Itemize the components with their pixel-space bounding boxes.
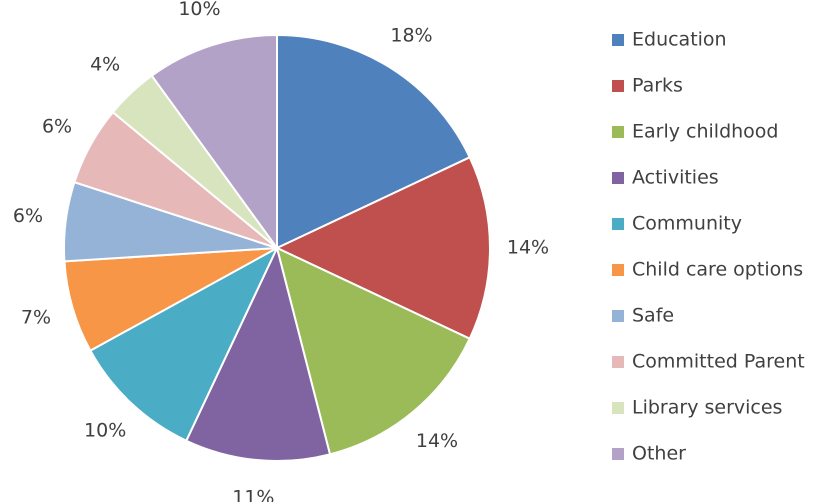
- data-label: 10%: [178, 0, 220, 20]
- legend-swatch: [612, 126, 624, 138]
- data-label: 6%: [13, 205, 43, 227]
- data-label: 14%: [416, 430, 458, 452]
- legend-label: Community: [632, 213, 742, 235]
- pie-slice: [184, 245, 332, 462]
- legend-label: Other: [632, 443, 686, 465]
- legend-swatch: [612, 402, 624, 414]
- data-label: 6%: [42, 116, 72, 138]
- data-label: 7%: [21, 307, 51, 329]
- pie-slice: [276, 33, 472, 250]
- legend-swatch: [612, 310, 624, 322]
- pie-slice: [274, 155, 491, 341]
- legend-label: Child care options: [632, 259, 803, 281]
- pie-slice: [150, 33, 278, 252]
- data-label: 4%: [90, 54, 120, 76]
- legend-swatch: [612, 218, 624, 230]
- data-label: 11%: [232, 486, 274, 502]
- legend-label: Early childhood: [632, 121, 778, 143]
- pie-slice: [275, 246, 472, 456]
- legend-label: Activities: [632, 167, 719, 189]
- legend-swatch: [612, 34, 624, 46]
- data-label: 14%: [507, 237, 549, 259]
- legend-swatch: [612, 80, 624, 92]
- data-label: 10%: [84, 419, 126, 441]
- legend-label: Parks: [632, 75, 683, 97]
- data-label: 18%: [390, 25, 432, 47]
- legend-swatch: [612, 172, 624, 184]
- legend-label: Library services: [632, 397, 782, 419]
- pie-slice: [88, 245, 280, 443]
- legend-label: Committed Parent: [632, 351, 805, 373]
- legend-swatch: [612, 264, 624, 276]
- legend-swatch: [612, 356, 624, 368]
- legend-swatch: [612, 448, 624, 460]
- legend-label: Safe: [632, 305, 674, 327]
- legend-label: Education: [632, 29, 727, 51]
